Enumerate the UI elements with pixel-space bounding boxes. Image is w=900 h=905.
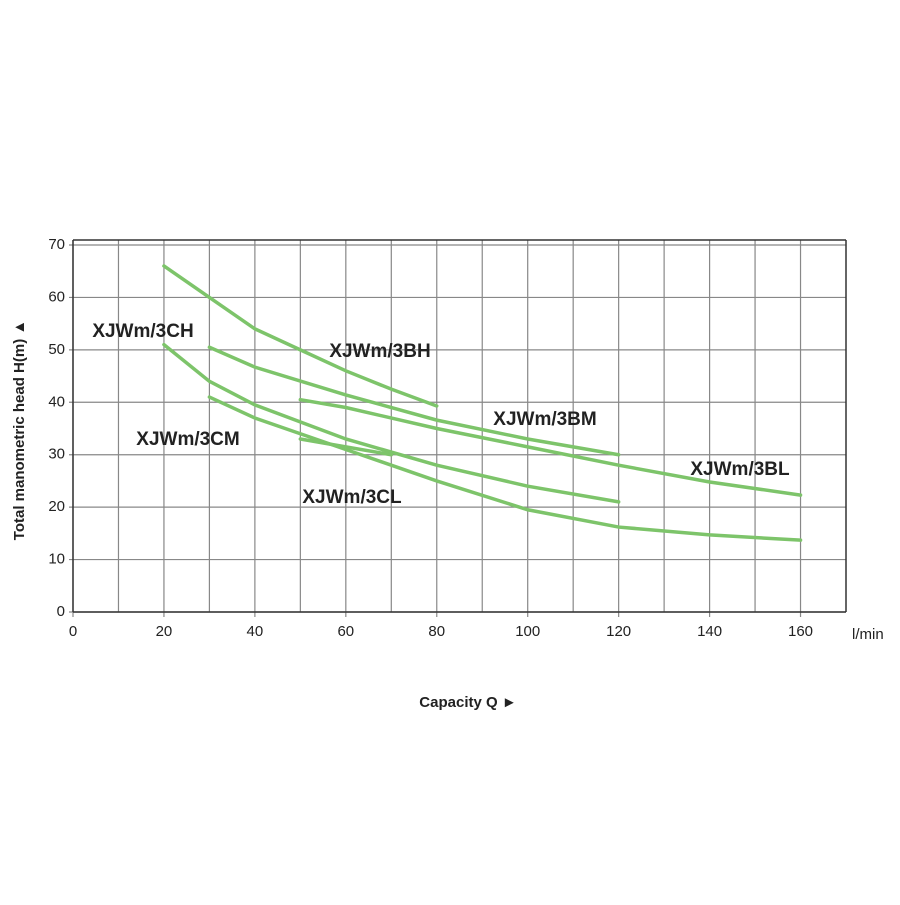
series-label: XJWm/3BL xyxy=(690,459,790,480)
curve xyxy=(162,264,439,408)
y-tick-label: 50 xyxy=(48,341,65,358)
x-tick-label: 60 xyxy=(337,623,354,640)
y-axis-title: Total manometric head H(m) ▲ xyxy=(11,320,28,540)
series-label: XJWm/3CH xyxy=(92,321,193,342)
x-tick-label: 80 xyxy=(428,623,445,640)
x-tick-label: 160 xyxy=(788,623,813,640)
x-axis-title: Capacity Q ► xyxy=(419,694,516,711)
x-unit: l/min xyxy=(852,626,884,643)
x-tick-label: 120 xyxy=(606,623,631,640)
series-label: XJWm/3BH xyxy=(329,341,430,362)
curve xyxy=(298,397,803,497)
x-tick-label: 140 xyxy=(697,623,722,640)
y-tick-label: 10 xyxy=(48,551,65,568)
curve xyxy=(207,395,803,542)
curve xyxy=(207,345,621,457)
x-tick-label: 100 xyxy=(515,623,540,640)
curve xyxy=(298,437,394,457)
y-tick-label: 0 xyxy=(57,603,65,620)
y-tick-label: 60 xyxy=(48,288,65,305)
x-tick-label: 20 xyxy=(156,623,173,640)
y-tick-label: 30 xyxy=(48,446,65,463)
y-tick-label: 70 xyxy=(48,236,65,253)
x-tick-label: 0 xyxy=(69,623,77,640)
x-tick-label: 40 xyxy=(247,623,264,640)
y-tick-label: 40 xyxy=(48,393,65,410)
series-label: XJWm/3CM xyxy=(136,429,239,450)
y-tick-label: 20 xyxy=(48,498,65,515)
series-label: XJWm/3BM xyxy=(493,409,596,430)
series-label: XJWm/3CL xyxy=(302,487,402,508)
curve xyxy=(162,342,621,504)
